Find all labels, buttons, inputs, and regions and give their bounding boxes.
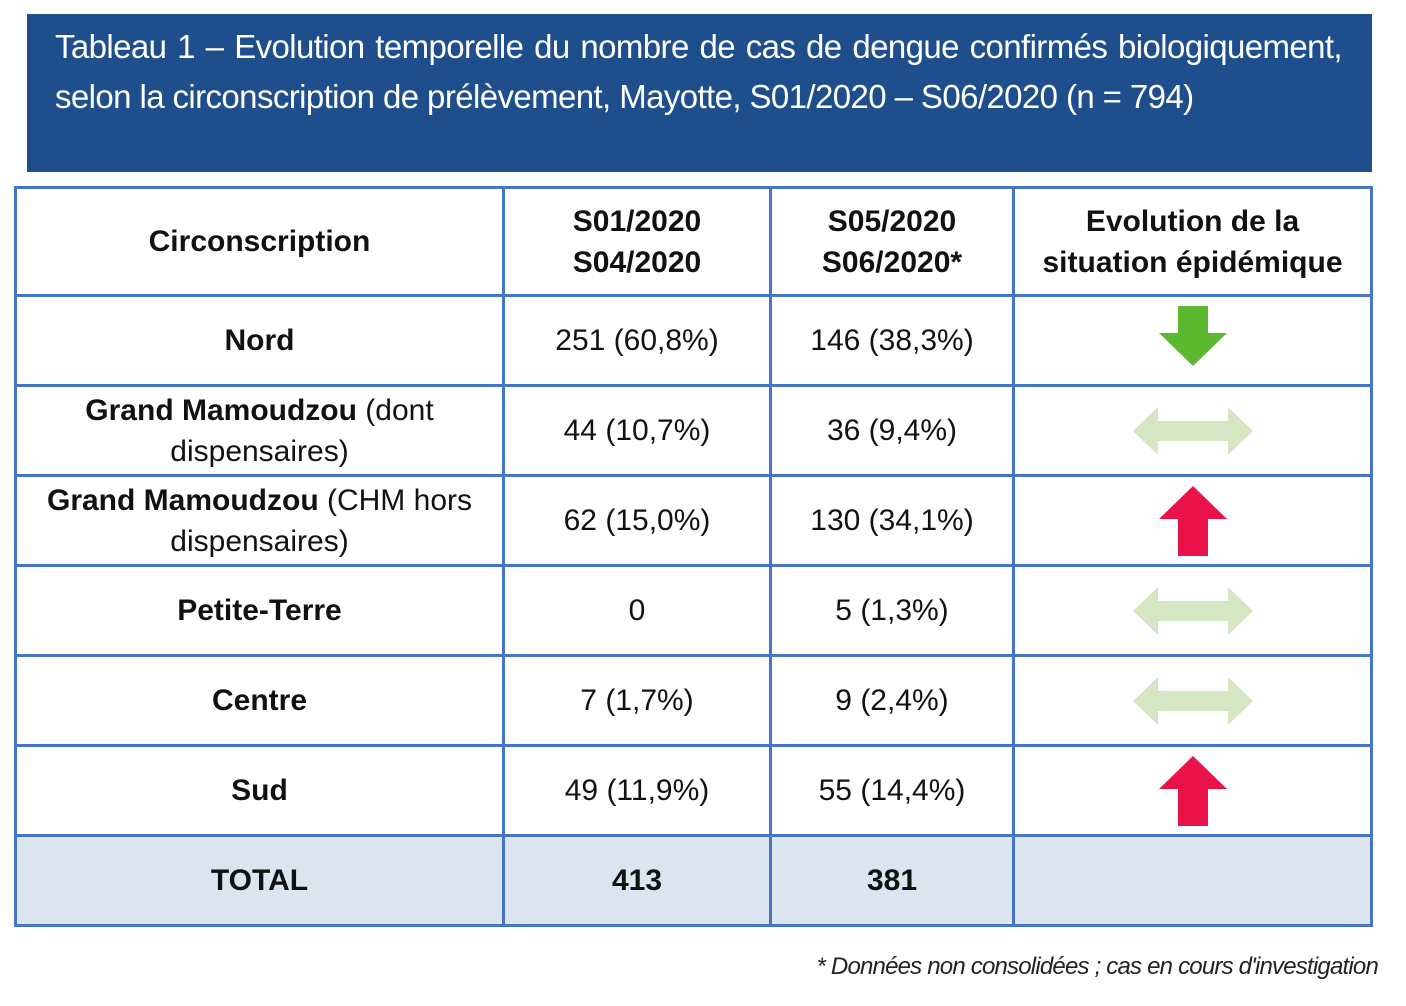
table-body: Nord 251 (60,8%) 146 (38,3%) Grand Mamoudzo… xyxy=(14,294,1373,927)
trend-cell xyxy=(1012,474,1373,567)
total-period-1: 413 xyxy=(502,834,772,927)
period-1-cell: 49 (11,9%) xyxy=(502,744,772,837)
column-header: Circonscription xyxy=(14,186,505,297)
circonscription-name: Centre xyxy=(211,684,308,717)
table-title: Tableau 1 – Evolution temporelle du nomb… xyxy=(27,14,1372,172)
footnote: * Données non consolidées ; cas en cours… xyxy=(816,953,1379,980)
total-row: TOTAL 413 381 xyxy=(14,834,1373,927)
trend-arrow xyxy=(1158,755,1227,826)
period-2-cell: 146 (38,3%) xyxy=(769,294,1015,387)
header-line: Evolution de la xyxy=(1085,204,1300,238)
circonscription-name: Grand Mamoudzou xyxy=(85,393,357,427)
circonscription-name: Sud xyxy=(231,774,288,807)
arrow-shape xyxy=(1132,406,1253,455)
data-row: Petite-Terre 0 5 (1,3%) xyxy=(14,564,1373,657)
arrow-shape xyxy=(1132,586,1253,635)
circonscription-cell: Petite-Terre xyxy=(14,564,505,657)
circonscription-cell: Grand Mamoudzou (dont dispensaires) xyxy=(14,384,505,477)
arrow-shape xyxy=(1158,755,1227,826)
trend-arrow xyxy=(1158,305,1227,366)
circonscription-name: Grand Mamoudzou xyxy=(46,483,319,517)
header-line: Circonscription xyxy=(148,225,371,258)
period-1-cell: 251 (60,8%) xyxy=(502,294,772,387)
circonscription-cell: Sud xyxy=(14,744,505,837)
header-line: situation épidémique xyxy=(1042,245,1343,279)
trend-cell xyxy=(1012,744,1373,837)
arrow-shape xyxy=(1158,305,1227,366)
data-row: Nord 251 (60,8%) 146 (38,3%) xyxy=(14,294,1373,387)
period-1-cell: 7 (1,7%) xyxy=(502,654,772,747)
circonscription-cell: Grand Mamoudzou (CHM hors dispensaires) xyxy=(14,474,505,567)
total-label: TOTAL xyxy=(14,834,505,927)
arrow-shape xyxy=(1132,676,1253,725)
header-line: S06/2020* xyxy=(821,245,963,279)
period-2-cell: 130 (34,1%) xyxy=(769,474,1015,567)
column-header: S01/2020 S04/2020 xyxy=(502,186,772,297)
trend-arrow xyxy=(1158,485,1227,556)
period-1-cell: 44 (10,7%) xyxy=(502,384,772,477)
data-row: Sud 49 (11,9%) 55 (14,4%) xyxy=(14,744,1373,837)
period-1-cell: 62 (15,0%) xyxy=(502,474,772,567)
trend-cell xyxy=(1012,654,1373,747)
data-row: Grand Mamoudzou (CHM hors dispensaires) 6… xyxy=(14,474,1373,567)
trend-cell xyxy=(1012,384,1373,477)
period-2-cell: 5 (1,3%) xyxy=(769,564,1015,657)
trend-cell xyxy=(1012,564,1373,657)
period-2-cell: 36 (9,4%) xyxy=(769,384,1015,477)
header-line: S05/2020 xyxy=(827,204,957,238)
column-header: S05/2020 S06/2020* xyxy=(769,186,1015,297)
trend-arrow xyxy=(1132,406,1253,455)
header-row: Circonscription S01/2020 S04/2020 S05/2020 S… xyxy=(14,186,1373,297)
arrow-shape xyxy=(1158,485,1227,556)
circonscription-cell: Nord xyxy=(14,294,505,387)
circonscription-name: Petite-Terre xyxy=(177,594,342,627)
period-1-cell: 0 xyxy=(502,564,772,657)
trend-arrow xyxy=(1132,676,1253,725)
period-2-cell: 9 (2,4%) xyxy=(769,654,1015,747)
header-line: S04/2020 xyxy=(572,245,702,279)
column-header: Evolution de la situation épidémique xyxy=(1012,186,1373,297)
total-period-2: 381 xyxy=(769,834,1015,927)
trend-arrow xyxy=(1132,586,1253,635)
period-2-cell: 55 (14,4%) xyxy=(769,744,1015,837)
circonscription-detail: (CHM hors dispensaires) xyxy=(170,483,472,558)
circonscription-detail: (dont dispensaires) xyxy=(170,393,434,468)
trend-cell xyxy=(1012,294,1373,387)
data-table: Circonscription S01/2020 S04/2020 S05/2020 S… xyxy=(14,186,1373,927)
data-row: Grand Mamoudzou (dont dispensaires) 44 (1… xyxy=(14,384,1373,477)
total-trend-cell xyxy=(1012,834,1373,927)
header-line: S01/2020 xyxy=(572,204,702,238)
circonscription-cell: Centre xyxy=(14,654,505,747)
circonscription-name: Nord xyxy=(224,324,295,357)
data-row: Centre 7 (1,7%) 9 (2,4%) xyxy=(14,654,1373,747)
